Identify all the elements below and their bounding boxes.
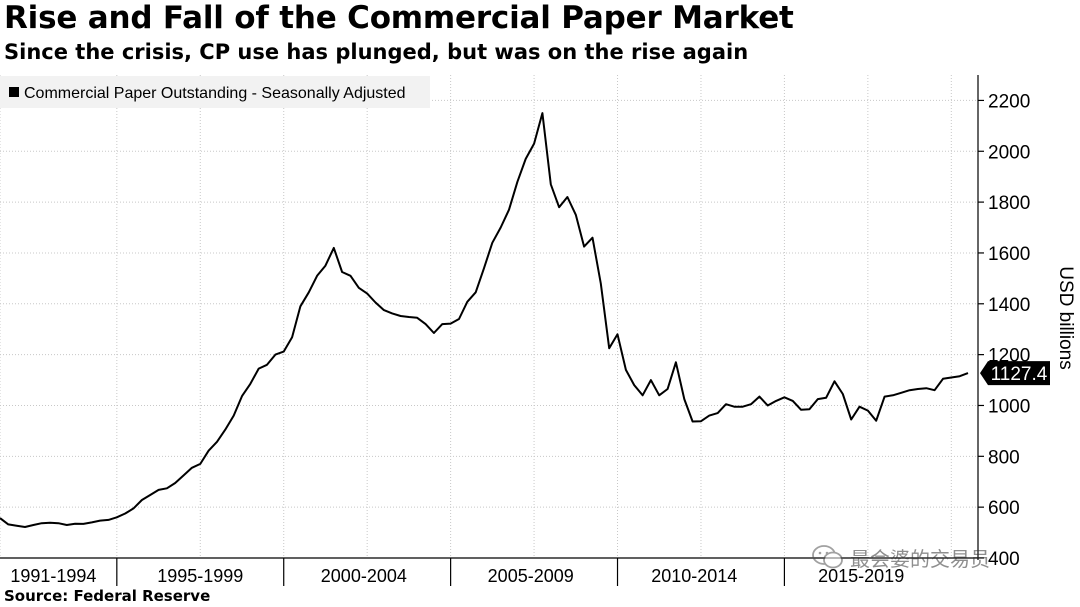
last-value-badge: 1127.4 (980, 361, 1050, 386)
legend-swatch (9, 87, 19, 97)
watermark: 最会婆的交易员 (812, 540, 990, 574)
chart-title: Rise and Fall of the Commercial Paper Ma… (4, 0, 794, 36)
legend-entry: Commercial Paper Outstanding - Seasonall… (24, 85, 406, 102)
gridlines (0, 75, 978, 559)
y-tick-label: 600 (988, 498, 1020, 519)
y-tick-label: 1800 (988, 193, 1030, 214)
y-tick-label: 1400 (988, 295, 1030, 316)
series (0, 112, 969, 528)
chart-subtitle: Since the crisis, CP use has plunged, bu… (4, 40, 749, 64)
series-line (0, 112, 969, 528)
source-note: Source: Federal Reserve (4, 587, 211, 605)
last-value-badge-bg (980, 361, 1050, 386)
y-tick-label: 2200 (988, 91, 1030, 112)
y-tick-label: 1000 (988, 396, 1030, 417)
last-value-label: 1127.4 (991, 364, 1048, 385)
y-axis-label: USD billions (1055, 266, 1076, 369)
legend: Commercial Paper Outstanding - Seasonall… (0, 76, 430, 108)
x-tick-label: 2005-2009 (488, 566, 574, 586)
legend-background (0, 76, 430, 108)
watermark-text: 最会婆的交易员 (850, 546, 990, 571)
y-tick-label: 800 (988, 447, 1020, 468)
y-tick-label: 2000 (988, 142, 1030, 163)
wechat-icon (812, 545, 843, 569)
axes: 4006008001000120014001600180020002200199… (0, 75, 1030, 586)
x-tick-label: 2015-2019 (818, 566, 904, 586)
x-tick-label: 2000-2004 (321, 566, 407, 586)
x-tick-label: 2010-2014 (651, 566, 737, 586)
x-tick-label: 1991-1994 (10, 566, 96, 586)
y-tick-label: 1600 (988, 244, 1030, 265)
x-tick-label: 1995-1999 (157, 566, 243, 586)
y-tick-label: 400 (988, 549, 1020, 570)
